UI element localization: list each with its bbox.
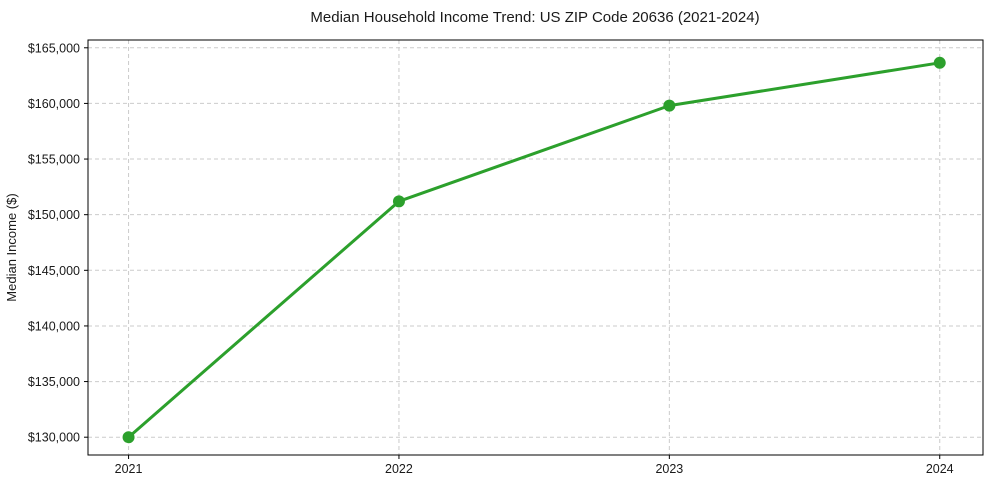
svg-text:$135,000: $135,000 xyxy=(28,375,80,389)
data-point xyxy=(663,99,676,112)
data-point xyxy=(122,431,135,444)
data-point xyxy=(933,56,946,69)
svg-text:2022: 2022 xyxy=(385,462,413,476)
axis-ticks xyxy=(84,47,941,459)
income-trend-line xyxy=(127,61,942,439)
svg-text:$155,000: $155,000 xyxy=(28,153,80,167)
chart-title: Median Household Income Trend: US ZIP Co… xyxy=(310,9,759,26)
x-tick-labels: 2021 2022 2023 2024 xyxy=(115,462,954,476)
data-point xyxy=(392,195,405,208)
svg-text:2024: 2024 xyxy=(926,462,954,476)
svg-text:$140,000: $140,000 xyxy=(28,319,80,333)
data-point-markers xyxy=(122,56,946,444)
svg-text:$165,000: $165,000 xyxy=(28,41,80,55)
svg-text:$160,000: $160,000 xyxy=(28,97,80,111)
svg-text:$145,000: $145,000 xyxy=(28,264,80,278)
y-axis-label: Median Income ($) xyxy=(4,193,19,301)
plot-border xyxy=(87,39,984,456)
svg-text:2023: 2023 xyxy=(655,462,683,476)
y-tick-labels: $130,000 $135,000 $140,000 $145,000 $150,000… xyxy=(28,41,80,444)
gridlines xyxy=(88,40,983,455)
svg-text:$130,000: $130,000 xyxy=(28,431,80,445)
svg-text:2021: 2021 xyxy=(115,462,143,476)
svg-text:$150,000: $150,000 xyxy=(28,208,80,222)
